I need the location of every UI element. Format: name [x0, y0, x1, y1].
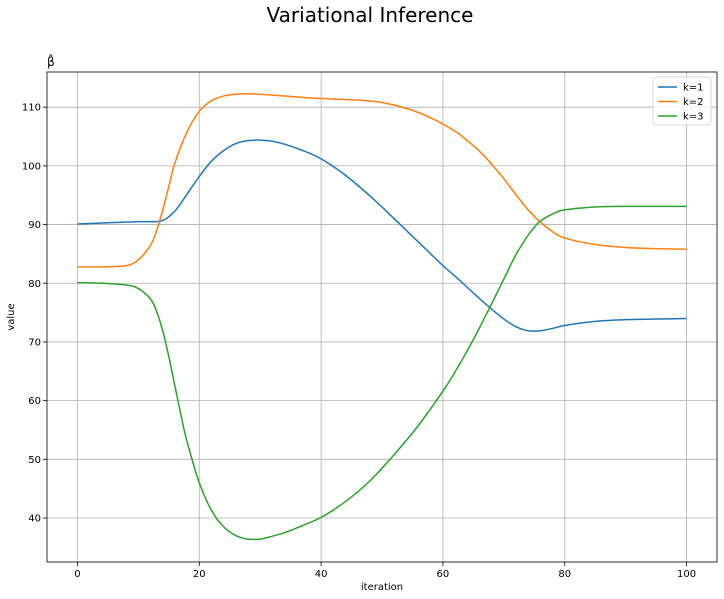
x-axis-ticks: 0 20 40 60 80 100: [74, 562, 696, 580]
legend-label: k=1: [683, 83, 704, 94]
plot-frame: [46, 71, 718, 563]
y-tick-label: 50: [28, 455, 41, 466]
legend: k=1 k=2 k=3: [652, 76, 712, 126]
grid-lines: [47, 72, 717, 562]
series-line-k=2: [77, 92, 687, 268]
plot-area: [47, 72, 717, 562]
x-tick-label: 80: [558, 569, 571, 580]
legend-label: k=2: [683, 97, 704, 108]
axes-title: β̂: [47, 53, 55, 69]
series-line-k=1: [77, 139, 687, 332]
series-lines: [77, 92, 687, 541]
y-axis-label: value: [6, 303, 17, 330]
x-tick-label: 20: [193, 569, 206, 580]
x-tick-label: 0: [74, 569, 80, 580]
x-tick-label: 100: [677, 569, 696, 580]
y-tick-label: 90: [28, 220, 41, 231]
legend-label: k=3: [683, 112, 704, 123]
y-tick-label: 60: [28, 396, 41, 407]
x-axis-label: iteration: [361, 582, 403, 593]
figure-suptitle: Variational Inference: [267, 3, 474, 27]
series-line-k=3: [77, 205, 687, 541]
x-tick-label: 40: [315, 569, 328, 580]
x-tick-label: 60: [437, 569, 450, 580]
y-tick-label: 100: [22, 161, 41, 172]
y-axis-ticks: 40 50 60 70 80 90 100 110: [22, 103, 47, 524]
y-tick-label: 40: [28, 513, 41, 524]
y-tick-label: 80: [28, 279, 41, 290]
legend-box: [652, 76, 712, 126]
y-tick-label: 70: [28, 337, 41, 348]
y-tick-label: 110: [22, 103, 41, 114]
